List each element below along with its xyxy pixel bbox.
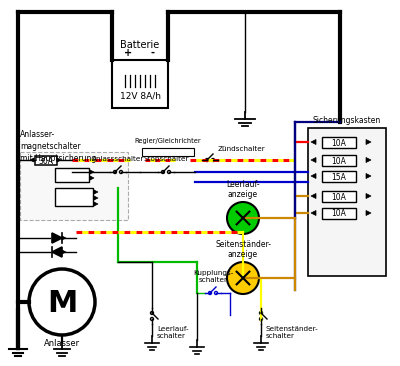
- Polygon shape: [311, 210, 316, 216]
- Text: 10A: 10A: [332, 209, 346, 219]
- Polygon shape: [94, 202, 98, 206]
- Polygon shape: [62, 236, 66, 240]
- Text: Batterie: Batterie: [120, 40, 160, 50]
- Polygon shape: [311, 173, 316, 179]
- Bar: [142, 148, 194, 156]
- Text: 10A: 10A: [332, 157, 346, 165]
- Text: Anlasser: Anlasser: [44, 339, 80, 347]
- Bar: [322, 208, 356, 219]
- Text: Leerlauf-
schalter: Leerlauf- schalter: [157, 326, 189, 339]
- Text: +: +: [124, 48, 132, 58]
- Bar: [308, 128, 386, 276]
- Text: -: -: [150, 48, 154, 58]
- Polygon shape: [52, 233, 62, 243]
- Bar: [55, 168, 89, 182]
- Text: Sicherungskasten: Sicherungskasten: [313, 116, 381, 125]
- Circle shape: [212, 158, 214, 161]
- Circle shape: [227, 262, 259, 294]
- Text: Regler/Gleichrichter: Regler/Gleichrichter: [135, 138, 201, 144]
- Bar: [20, 152, 128, 220]
- Circle shape: [150, 317, 154, 321]
- Text: 10A: 10A: [332, 138, 346, 147]
- Bar: [322, 191, 356, 202]
- Polygon shape: [311, 139, 316, 145]
- Polygon shape: [62, 250, 66, 254]
- Polygon shape: [94, 190, 98, 194]
- Polygon shape: [366, 194, 371, 198]
- Circle shape: [120, 171, 122, 173]
- Text: Kupplungs-
schalter: Kupplungs- schalter: [193, 270, 233, 283]
- Bar: [322, 137, 356, 148]
- Polygon shape: [366, 210, 371, 216]
- Text: Seitenständer-
schalter: Seitenständer- schalter: [266, 326, 319, 339]
- Polygon shape: [30, 158, 34, 162]
- Bar: [322, 155, 356, 166]
- Text: Stopschalter: Stopschalter: [143, 156, 189, 162]
- Text: Seitenständer-
anzeige: Seitenständer- anzeige: [215, 240, 271, 259]
- Text: Anlassschalter: Anlassschalter: [92, 156, 144, 162]
- Text: 30A: 30A: [38, 157, 54, 165]
- Text: 10A: 10A: [332, 193, 346, 202]
- Bar: [35, 156, 57, 164]
- Circle shape: [206, 158, 208, 161]
- Circle shape: [150, 311, 154, 314]
- Circle shape: [260, 317, 262, 321]
- Polygon shape: [90, 170, 94, 174]
- Polygon shape: [366, 139, 371, 145]
- Circle shape: [114, 171, 116, 173]
- Polygon shape: [94, 196, 98, 200]
- Circle shape: [227, 202, 259, 234]
- Circle shape: [168, 171, 170, 173]
- Polygon shape: [366, 157, 371, 163]
- Polygon shape: [90, 176, 94, 180]
- Circle shape: [208, 291, 212, 295]
- Circle shape: [260, 311, 262, 314]
- Polygon shape: [57, 158, 61, 162]
- Text: 12V 8A/h: 12V 8A/h: [120, 92, 160, 101]
- Text: M: M: [47, 290, 77, 318]
- Bar: [322, 171, 356, 182]
- Text: 15A: 15A: [332, 172, 346, 182]
- Bar: [112, 60, 168, 108]
- Polygon shape: [366, 173, 371, 179]
- Circle shape: [29, 269, 95, 335]
- Polygon shape: [311, 194, 316, 198]
- Text: Leerlauf-
anzeige: Leerlauf- anzeige: [226, 180, 260, 199]
- Polygon shape: [311, 157, 316, 163]
- Text: Anlasser-
magnetschalter
mit Hauptsicherung: Anlasser- magnetschalter mit Hauptsicher…: [20, 130, 96, 163]
- Text: Zündschalter: Zündschalter: [218, 146, 266, 152]
- Circle shape: [214, 291, 218, 295]
- Bar: [55, 188, 93, 206]
- Polygon shape: [52, 247, 62, 257]
- Circle shape: [162, 171, 164, 173]
